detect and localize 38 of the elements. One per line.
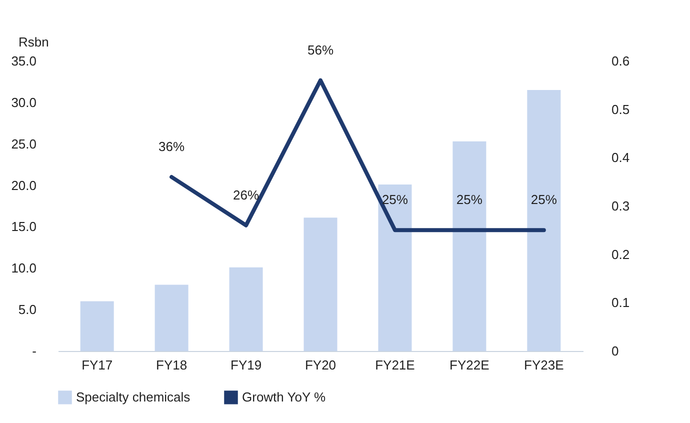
x-tick-label: FY21E <box>375 358 416 372</box>
y-tick-label: 30.0 <box>11 94 36 110</box>
y2-tick-label: 0.3 <box>612 198 630 214</box>
bar <box>452 141 486 351</box>
x-tick-label: FY19 <box>230 358 262 372</box>
data-label: 26% <box>233 187 260 202</box>
bar <box>154 284 188 351</box>
data-label: 25% <box>382 192 408 208</box>
y2-tick-label: 0.4 <box>612 150 630 166</box>
bar <box>229 267 263 351</box>
y2-tick-label: 0.2 <box>612 246 630 262</box>
y-tick-label: 20.0 <box>11 178 36 193</box>
x-tick-label: FY17 <box>82 358 113 372</box>
x-tick-label: FY23E <box>524 358 564 372</box>
data-label: 56% <box>307 42 334 58</box>
y-tick-label: 5.0 <box>18 302 36 318</box>
x-tick-label: FY20 <box>304 358 336 372</box>
x-tick-label: FY22E <box>450 358 490 372</box>
y-tick-label: 35.0 <box>11 54 36 68</box>
bar <box>378 184 412 351</box>
bar <box>80 301 114 351</box>
data-label: 25% <box>456 192 483 208</box>
y-tick-label: - <box>32 344 36 358</box>
data-label: 36% <box>158 139 186 154</box>
y2-tick-label: 0 <box>612 344 619 358</box>
y2-tick-label: 0.5 <box>612 102 630 117</box>
bar <box>304 218 338 351</box>
legend-label: Growth YoY % <box>242 389 326 404</box>
y-tick-label: 25.0 <box>11 136 36 152</box>
data-label: 25% <box>530 192 558 208</box>
bar <box>527 90 561 351</box>
y-tick-label: 10.0 <box>11 260 36 276</box>
y2-tick-label: 0.1 <box>612 295 630 310</box>
y2-tick-label: 0.6 <box>612 54 630 68</box>
x-tick-label: FY18 <box>156 358 188 372</box>
y-axis-title: Rsbn <box>18 34 49 50</box>
legend-label: Specialty chemicals <box>76 389 191 404</box>
y-tick-label: 15.0 <box>11 219 36 234</box>
